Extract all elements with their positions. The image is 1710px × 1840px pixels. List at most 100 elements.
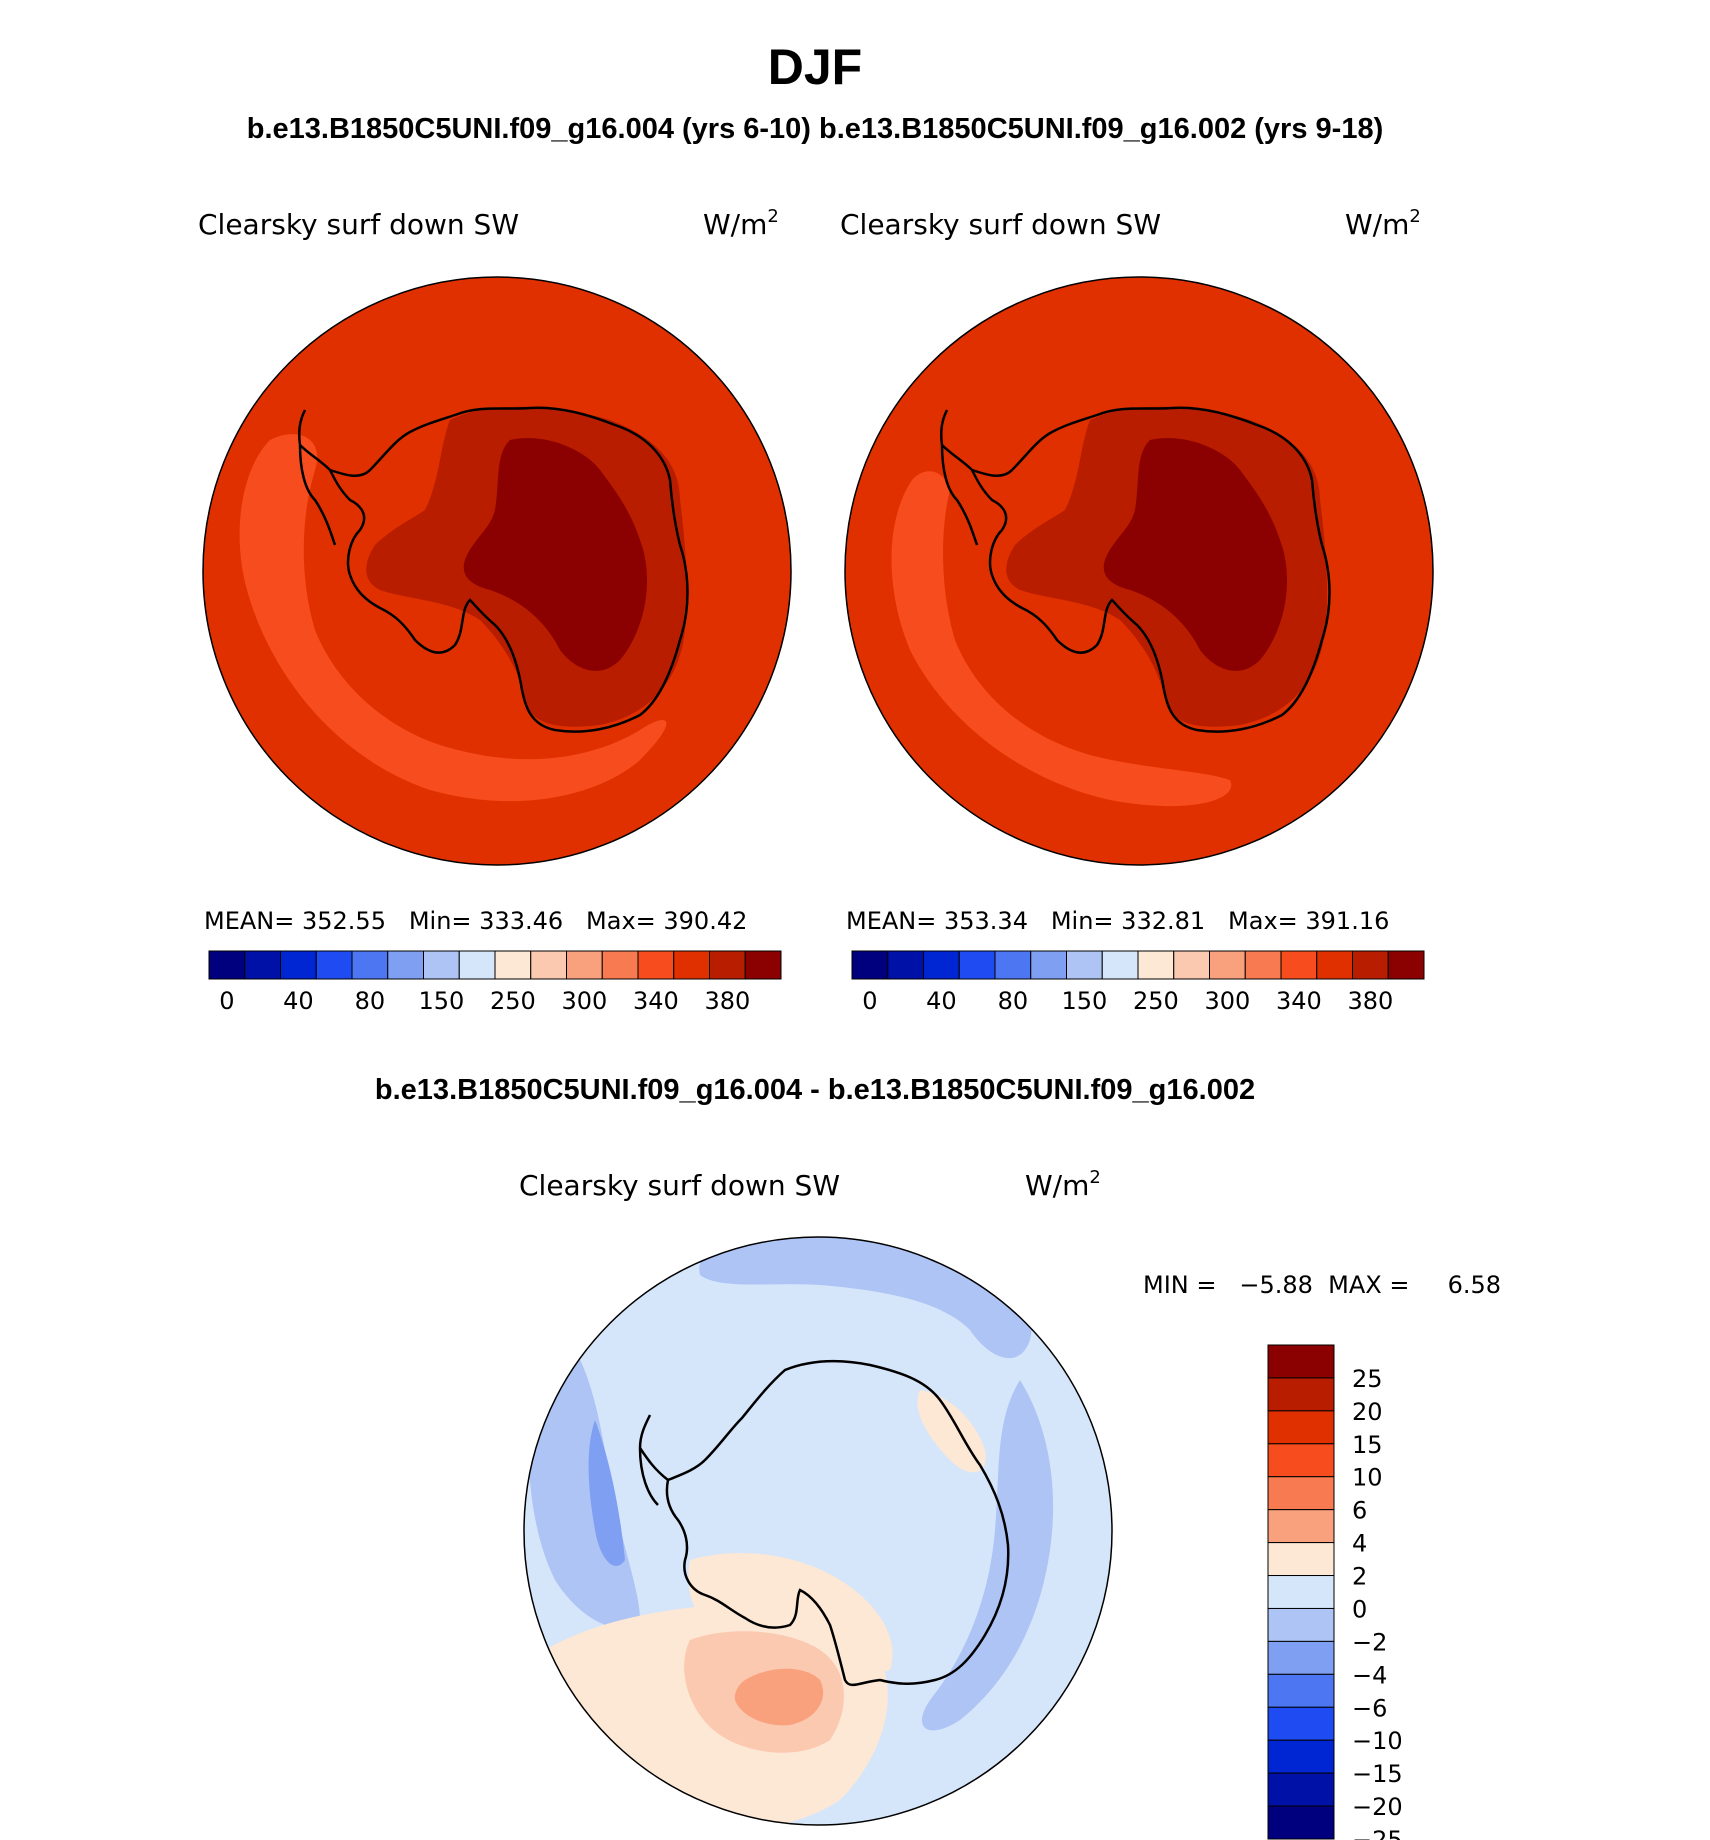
blue-anomaly-east xyxy=(921,1380,1054,1731)
antarctica-coastline xyxy=(969,406,1331,733)
colorbar-swatch xyxy=(423,950,460,980)
colorbar-tick-label: 250 xyxy=(1133,987,1179,1015)
colorbar-tick-label: −6 xyxy=(1352,1694,1387,1722)
colorbar-swatch xyxy=(1267,1640,1335,1675)
map-border xyxy=(523,1236,1113,1826)
colorbar-swatch xyxy=(994,950,1032,980)
colorbar-swatch xyxy=(673,950,710,980)
colorbar-swatch xyxy=(280,950,317,980)
colorbar-swatch xyxy=(1066,950,1103,980)
light-band-region xyxy=(239,434,667,802)
colorbar-tick-label: 250 xyxy=(490,987,536,1015)
map-border xyxy=(844,276,1434,866)
antarctica-coastline xyxy=(665,1359,1010,1687)
figure-subtitle: b.e13.B1850C5UNI.f09_g16.004 (yrs 6-10) … xyxy=(247,113,1383,145)
panel-variable-label: Clearsky surf down SW xyxy=(519,1169,840,1202)
colorbar-tick-label: 340 xyxy=(633,987,679,1015)
colorbar-swatch xyxy=(315,950,353,980)
colorbar-swatch xyxy=(1267,1377,1335,1412)
colorbar-swatch xyxy=(637,950,675,980)
colorbar-swatch xyxy=(208,950,246,980)
panel-case1: Clearsky surf down SW W/m2 MEAN= 352.55 … xyxy=(198,206,792,1015)
colorbar-swatch xyxy=(530,950,567,980)
antarctic-peninsula xyxy=(638,1414,669,1506)
colorbar-swatch xyxy=(958,950,996,980)
colorbar-tick-label: 0 xyxy=(1352,1595,1367,1623)
colorbar-swatch xyxy=(1267,1509,1335,1544)
antarctic-peninsula xyxy=(939,409,979,546)
colorbar-swatch xyxy=(566,950,603,980)
colorbar-abs: 0 40 80 150 250 300 340 380 xyxy=(208,950,782,1015)
colorbar-tick-label: 150 xyxy=(418,987,464,1015)
colorbar-swatch xyxy=(1267,1476,1335,1511)
colorbar-swatch xyxy=(1267,1443,1335,1478)
colorbar-swatch xyxy=(1137,950,1175,980)
colorbar-swatch xyxy=(244,950,281,980)
panel-units-label: W/m2 xyxy=(703,206,779,241)
colorbar-tick-label: 0 xyxy=(219,987,234,1015)
antarctica-coastline xyxy=(327,406,689,733)
colorbar-swatch xyxy=(1267,1607,1335,1642)
colorbar-swatch xyxy=(458,950,496,980)
colorbar-swatch xyxy=(1387,950,1425,980)
colorbar-swatch xyxy=(709,950,746,980)
peach-anomaly-east xyxy=(917,1390,986,1473)
colorbar-swatch xyxy=(387,950,424,980)
panel-units-label: W/m2 xyxy=(1345,206,1421,241)
colorbar-tick-label: −15 xyxy=(1352,1760,1403,1788)
colorbar-tick-label: 300 xyxy=(1204,987,1250,1015)
colorbar-swatch xyxy=(601,950,639,980)
panel-difference: Clearsky surf down SW W/m2 MIN = −5.88 M… xyxy=(519,1167,1501,1840)
colorbar-swatch xyxy=(923,950,960,980)
panel-units-label: W/m2 xyxy=(1025,1167,1101,1202)
figure-title: DJF xyxy=(768,39,862,95)
colorbar-swatch xyxy=(1244,950,1282,980)
colorbar-swatch xyxy=(1030,950,1067,980)
polar-map xyxy=(203,277,791,865)
interior-region xyxy=(463,438,648,671)
panel-variable-label: Clearsky surf down SW xyxy=(198,208,519,241)
colorbar-swatch xyxy=(851,950,889,980)
polar-map xyxy=(845,277,1433,865)
colorbar-tick-label: 80 xyxy=(998,987,1029,1015)
colorbar-tick-label: −4 xyxy=(1352,1661,1387,1689)
colorbar-swatch xyxy=(1267,1772,1335,1807)
colorbar-tick-label: 6 xyxy=(1352,1497,1367,1525)
colorbar-tick-label: 80 xyxy=(355,987,386,1015)
interior-region xyxy=(1103,438,1288,671)
diff-title: b.e13.B1850C5UNI.f09_g16.004 - b.e13.B18… xyxy=(375,1074,1255,1106)
panel-case2: Clearsky surf down SW W/m2 MEAN= 353.34 … xyxy=(840,206,1434,1015)
colorbar-tick-label: −2 xyxy=(1352,1628,1387,1656)
colorbar-swatch xyxy=(1267,1575,1335,1609)
colorbar-tick-label: 150 xyxy=(1061,987,1107,1015)
colorbar-swatch xyxy=(1267,1706,1335,1741)
colorbar-tick-label: 40 xyxy=(283,987,314,1015)
panel-variable-label: Clearsky surf down SW xyxy=(840,208,1161,241)
panel-stats: MEAN= 352.55 Min= 333.46 Max= 390.42 xyxy=(204,907,747,935)
colorbar-swatch xyxy=(351,950,389,980)
colorbar-swatch xyxy=(1267,1673,1335,1708)
colorbar-swatch xyxy=(1280,950,1318,980)
colorbar-swatch xyxy=(1267,1542,1335,1577)
antarctic-peninsula xyxy=(297,409,337,546)
colorbar-swatch xyxy=(1267,1739,1335,1774)
colorbar-swatch xyxy=(744,950,782,980)
colorbar-tick-label: −20 xyxy=(1352,1793,1403,1821)
map-border xyxy=(202,276,792,866)
colorbar-tick-label: −25 xyxy=(1352,1826,1403,1840)
colorbar-tick-label: 20 xyxy=(1352,1398,1383,1426)
panel-stats: MEAN= 353.34 Min= 332.81 Max= 391.16 xyxy=(846,907,1389,935)
colorbar-swatch xyxy=(1267,1410,1335,1445)
colorbar-tick-label: 300 xyxy=(561,987,607,1015)
colorbar-swatch xyxy=(1209,950,1246,980)
colorbar-tick-label: 15 xyxy=(1352,1431,1383,1459)
colorbar-swatch xyxy=(1267,1344,1335,1379)
colorbar-tick-label: 25 xyxy=(1352,1365,1383,1393)
blue-anomaly-west-strong xyxy=(588,1420,625,1566)
light-band-region xyxy=(891,471,1232,807)
colorbar-tick-label: 380 xyxy=(704,987,750,1015)
colorbar-swatch xyxy=(1267,1805,1335,1840)
colorbar-swatch xyxy=(1173,950,1210,980)
colorbar-tick-label: 2 xyxy=(1352,1563,1367,1591)
